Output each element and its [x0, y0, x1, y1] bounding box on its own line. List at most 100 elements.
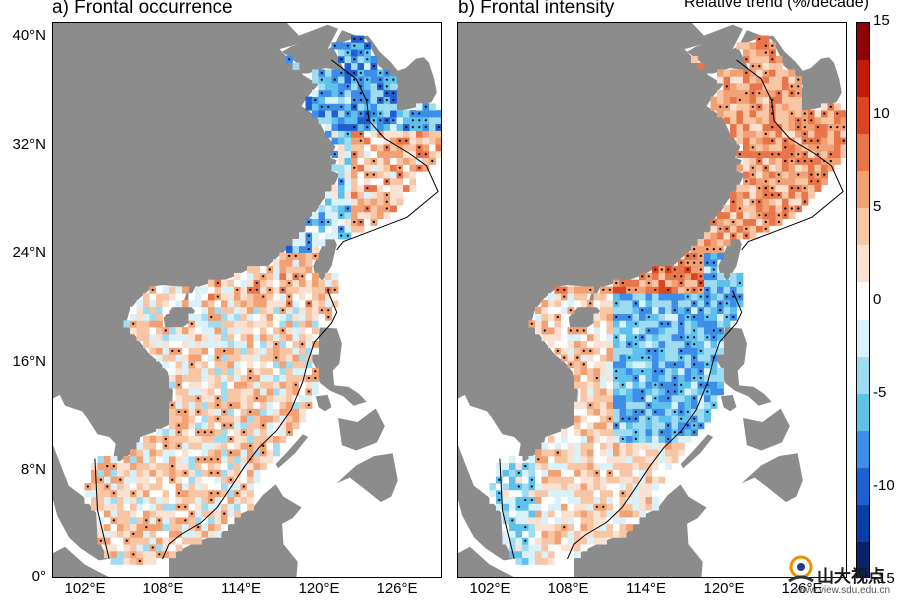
significance-dot: [138, 559, 141, 563]
significance-dot: [563, 526, 566, 529]
trend-cell: [292, 361, 300, 369]
significance-dot: [745, 71, 748, 74]
trend-cell: [561, 462, 568, 470]
trend-cell: [587, 361, 594, 369]
significance-dot: [803, 132, 806, 135]
trend-cell: [331, 83, 339, 91]
trend-cell: [580, 462, 588, 470]
trend-cell: [312, 320, 319, 328]
trend-cell: [162, 449, 170, 457]
trend-cell: [691, 320, 698, 328]
trend-cell: [541, 503, 549, 511]
trend-cell: [717, 218, 724, 226]
trend-cell: [201, 503, 209, 511]
significance-dot: [359, 112, 362, 115]
trend-cell: [580, 476, 588, 484]
trend-cell: [162, 469, 170, 477]
trend-cell: [600, 496, 607, 504]
trend-cell: [325, 89, 332, 97]
trend-cell: [509, 537, 516, 545]
trend-cell: [717, 347, 724, 355]
trend-cell: [561, 483, 568, 491]
trend-cell: [377, 198, 384, 206]
trend-cell: [273, 266, 280, 274]
significance-dot: [771, 193, 774, 196]
trend-cell: [502, 489, 510, 498]
trend-cell: [162, 354, 170, 362]
trend-cell: [658, 293, 666, 301]
trend-cell: [305, 286, 313, 294]
trend-cell: [736, 103, 744, 111]
trend-cell: [273, 293, 280, 301]
trend-cell: [175, 523, 183, 531]
significance-dot: [164, 444, 167, 447]
trend-cell: [214, 510, 222, 518]
significance-dot: [320, 78, 323, 81]
significance-dot: [719, 302, 722, 305]
trend-cell: [240, 435, 248, 443]
trend-cell: [286, 354, 293, 362]
trend-cell: [717, 333, 724, 342]
trend-cell: [195, 286, 202, 294]
trend-cell: [214, 340, 222, 348]
significance-dot: [125, 539, 128, 542]
trend-cell: [364, 137, 371, 145]
trend-cell: [234, 428, 241, 437]
trend-cell: [351, 130, 358, 138]
trend-cell: [723, 218, 731, 226]
trend-cell: [671, 333, 679, 342]
trend-cell: [273, 374, 280, 382]
trend-cell: [769, 83, 776, 91]
lon-tick-a-120e: 120°E: [298, 580, 340, 597]
trend-cell: [396, 123, 404, 131]
trend-cell: [665, 300, 672, 308]
trend-cell: [221, 449, 228, 457]
trend-cell: [273, 415, 280, 423]
trend-cell: [762, 35, 770, 43]
trend-cell: [390, 184, 397, 192]
significance-dot: [829, 159, 832, 163]
significance-dot: [281, 288, 284, 291]
trend-cell: [574, 286, 581, 294]
trend-cell: [266, 293, 274, 301]
trend-cell: [619, 428, 627, 437]
trend-cell: [188, 327, 196, 335]
significance-dot: [693, 261, 696, 264]
colorbar-block: [857, 208, 869, 246]
trend-cell: [156, 306, 163, 314]
trend-cell: [292, 374, 300, 382]
trend-cell: [136, 313, 144, 321]
significance-dot: [621, 383, 624, 386]
trend-cell: [175, 455, 183, 464]
significance-dot: [628, 343, 631, 346]
trend-cell: [292, 286, 300, 294]
trend-cell: [253, 388, 261, 396]
significance-dot: [751, 166, 754, 169]
significance-dot: [190, 322, 193, 325]
trend-cell: [684, 347, 692, 355]
trend-cell: [201, 483, 209, 491]
significance-dot: [810, 159, 813, 163]
significance-dot: [210, 315, 213, 319]
trend-cell: [580, 510, 588, 518]
significance-dot: [385, 146, 388, 149]
trend-cell: [104, 516, 111, 525]
colorbar-block: [857, 245, 869, 283]
trend-cell: [756, 123, 763, 131]
trend-cell: [364, 164, 371, 172]
trend-cell: [658, 313, 666, 321]
trend-cell: [338, 164, 345, 172]
trend-cell: [736, 123, 744, 131]
trend-cell: [639, 496, 646, 504]
trend-cell: [769, 89, 776, 97]
trend-cell: [743, 103, 750, 111]
trend-cell: [574, 293, 581, 301]
trend-cell: [299, 232, 306, 240]
trend-cell: [665, 449, 672, 457]
trend-cell: [561, 476, 568, 484]
trend-cell: [723, 116, 731, 125]
trend-cell: [240, 279, 248, 287]
trend-cell: [697, 415, 705, 423]
trend-cell: [182, 530, 189, 538]
trend-cell: [169, 544, 176, 552]
